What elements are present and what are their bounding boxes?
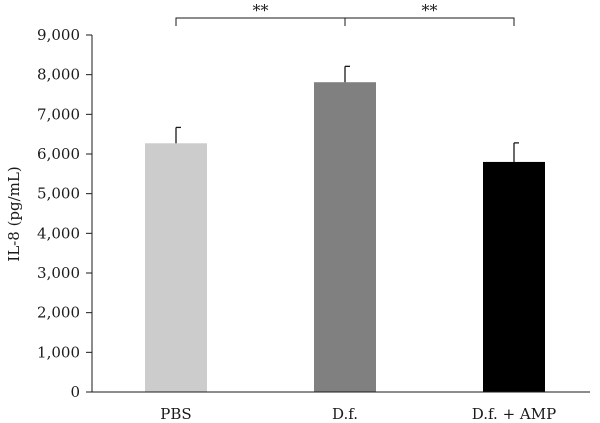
x-axis: PBS D.f. D.f. + AMP	[92, 391, 590, 423]
y-tick-label: 8,000	[37, 66, 80, 84]
x-tick-label: D.f.	[332, 405, 358, 423]
y-axis: 0 1,000 2,000 3,000 4,000 5,000 6,000 7,000 8,00…	[37, 26, 93, 401]
y-tick-label: 4,000	[37, 224, 80, 242]
y-axis-title: IL-8 (pg/mL)	[5, 166, 23, 261]
y-tick-label: 3,000	[37, 264, 80, 282]
significance-label: **	[422, 1, 438, 20]
y-tick-label: 2,000	[37, 304, 80, 322]
y-tick-label: 7,000	[37, 105, 80, 123]
significance-brackets: ** **	[175, 1, 515, 26]
y-tick-label: 9,000	[37, 26, 80, 44]
significance-label: **	[253, 1, 269, 20]
significance-bracket	[344, 17, 515, 26]
error-bars	[175, 65, 519, 162]
bar	[314, 82, 376, 392]
y-tick-label: 0	[70, 383, 80, 401]
x-tick-label: D.f. + AMP	[472, 405, 556, 423]
bar	[145, 143, 207, 392]
bars	[145, 82, 545, 392]
y-tick-label: 6,000	[37, 145, 80, 163]
bar	[483, 161, 545, 392]
y-tick-label: 5,000	[37, 185, 80, 203]
y-tick-label: 1,000	[37, 343, 80, 361]
x-tick-label: PBS	[160, 405, 191, 423]
